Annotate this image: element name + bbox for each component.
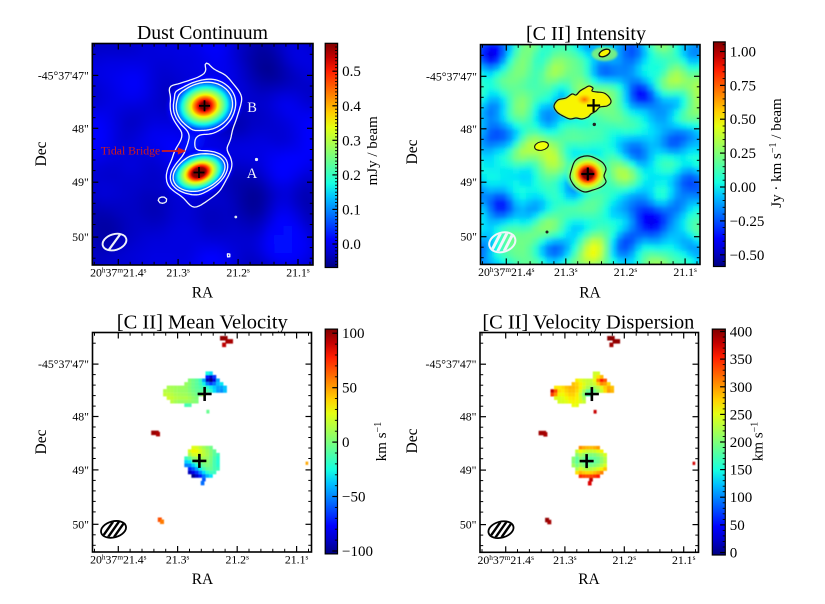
svg-text:48": 48" xyxy=(72,121,89,135)
svg-text:21.2s: 21.2s xyxy=(225,553,249,567)
svg-text:48": 48" xyxy=(460,410,477,424)
svg-text:50: 50 xyxy=(342,381,357,397)
svg-text:48": 48" xyxy=(72,410,89,424)
svg-text:21.3s: 21.3s xyxy=(553,553,577,567)
svg-text:21.1s: 21.1s xyxy=(286,266,310,280)
svg-text:0.50: 0.50 xyxy=(730,112,756,128)
svg-text:21.1s: 21.1s xyxy=(673,265,697,279)
svg-text:300: 300 xyxy=(730,380,753,396)
svg-text:Dec: Dec xyxy=(33,141,50,166)
svg-text:0.3: 0.3 xyxy=(342,133,361,149)
svg-text:21.2s: 21.2s xyxy=(226,266,250,280)
svg-text:21.1s: 21.1s xyxy=(285,553,309,567)
svg-text:[C II] Velocity Dispersion: [C II] Velocity Dispersion xyxy=(482,312,694,334)
svg-text:-45°37'47": -45°37'47" xyxy=(426,357,477,371)
svg-text:Dust Continuum: Dust Continuum xyxy=(137,22,268,44)
svg-text:RA: RA xyxy=(192,571,214,588)
svg-text:0.1: 0.1 xyxy=(342,202,361,218)
svg-text:-45°37'47": -45°37'47" xyxy=(38,68,89,82)
svg-text:0.2: 0.2 xyxy=(342,168,361,184)
svg-text:0.4: 0.4 xyxy=(342,99,361,115)
svg-text:mJy / beam: mJy / beam xyxy=(365,116,381,185)
svg-text:0.00: 0.00 xyxy=(730,180,756,196)
svg-text:−100: −100 xyxy=(342,544,373,560)
svg-text:21.3s: 21.3s xyxy=(166,266,190,280)
svg-text:49": 49" xyxy=(72,463,89,477)
svg-text:50": 50" xyxy=(460,230,477,244)
svg-text:49": 49" xyxy=(460,463,477,477)
svg-text:0.75: 0.75 xyxy=(730,78,756,94)
svg-text:-45°37'47": -45°37'47" xyxy=(426,69,477,83)
svg-text:21.2s: 21.2s xyxy=(614,265,638,279)
svg-text:-45°37'47": -45°37'47" xyxy=(38,357,89,371)
svg-text:250: 250 xyxy=(730,407,753,423)
svg-text:50: 50 xyxy=(730,518,745,534)
svg-text:21.2s: 21.2s xyxy=(613,553,637,567)
svg-text:−50: −50 xyxy=(342,490,365,506)
svg-text:B: B xyxy=(247,100,257,116)
svg-text:Tidal Bridge: Tidal Bridge xyxy=(101,144,161,158)
svg-text:RA: RA xyxy=(579,285,601,302)
svg-text:Dec: Dec xyxy=(33,429,50,454)
svg-text:21.1s: 21.1s xyxy=(672,553,696,567)
svg-text:350: 350 xyxy=(730,352,753,368)
svg-text:0.25: 0.25 xyxy=(730,146,756,162)
svg-text:−0.50: −0.50 xyxy=(730,248,765,264)
svg-text:100: 100 xyxy=(730,490,753,506)
svg-text:50": 50" xyxy=(72,517,89,531)
svg-text:RA: RA xyxy=(578,571,600,588)
svg-text:[C II] Intensity: [C II] Intensity xyxy=(526,23,647,45)
svg-text:49": 49" xyxy=(72,175,89,189)
svg-text:20h37m21.4s: 20h37m21.4s xyxy=(478,265,535,279)
svg-text:0: 0 xyxy=(730,546,738,562)
svg-text:[C II] Mean Velocity: [C II] Mean Velocity xyxy=(117,312,289,334)
svg-text:150: 150 xyxy=(730,463,753,479)
svg-text:0.5: 0.5 xyxy=(342,64,361,80)
svg-text:48": 48" xyxy=(460,122,477,136)
svg-text:Jy · km s−1 / beam: Jy · km s−1 / beam xyxy=(768,98,785,208)
svg-text:Dec: Dec xyxy=(404,139,421,164)
svg-text:50": 50" xyxy=(460,518,477,532)
svg-text:200: 200 xyxy=(730,435,753,451)
svg-text:Dec: Dec xyxy=(404,428,421,453)
svg-text:−0.25: −0.25 xyxy=(730,214,765,230)
svg-text:49": 49" xyxy=(460,175,477,189)
svg-text:21.3s: 21.3s xyxy=(166,553,190,567)
svg-text:0: 0 xyxy=(342,435,350,451)
svg-text:50": 50" xyxy=(72,230,89,244)
svg-text:RA: RA xyxy=(192,285,214,302)
svg-text:21.3s: 21.3s xyxy=(554,265,578,279)
svg-text:A: A xyxy=(247,166,258,182)
svg-text:0.0: 0.0 xyxy=(342,237,361,253)
svg-text:1.00: 1.00 xyxy=(730,45,756,61)
svg-text:400: 400 xyxy=(730,325,753,341)
svg-text:100: 100 xyxy=(342,326,365,342)
